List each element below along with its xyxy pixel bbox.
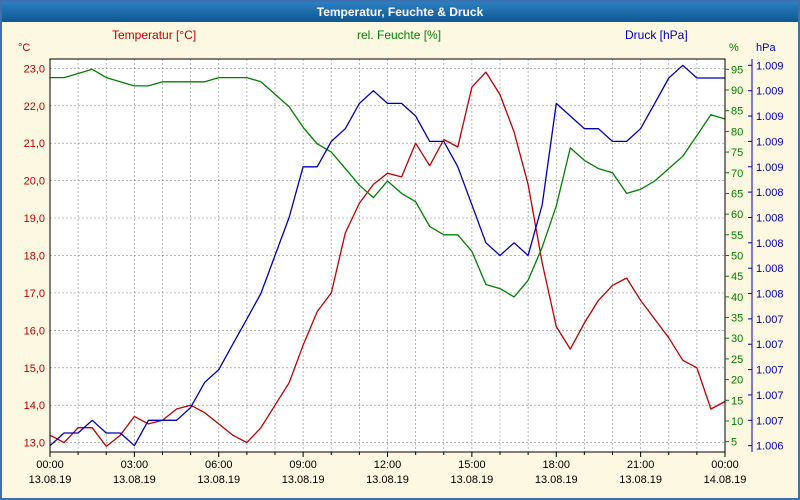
x-date-label: 13.08.19 (282, 474, 325, 486)
x-date-label: 13.08.19 (535, 474, 578, 486)
pressure-tick-label: 1.006 (756, 441, 784, 453)
x-time-label: 09:00 (289, 459, 317, 471)
x-time-label: 00:00 (711, 459, 739, 471)
temperature-axis-unit: °C (18, 42, 31, 54)
temperature-tick-label: 13,0 (24, 438, 45, 450)
temperature-tick-label: 20,0 (24, 176, 45, 188)
humidity-tick-label: 85 (731, 106, 743, 118)
x-date-label: 13.08.19 (619, 474, 662, 486)
humidity-tick-label: 45 (731, 271, 743, 283)
humidity-tick-label: 40 (731, 292, 743, 304)
humidity-tick-label: 30 (731, 333, 743, 345)
temperature-tick-label: 14,0 (24, 400, 45, 412)
x-date-label: 13.08.19 (450, 474, 493, 486)
x-time-label: 15:00 (458, 459, 486, 471)
pressure-tick-label: 1.007 (756, 390, 784, 402)
pressure-tick-label: 1.008 (756, 238, 784, 250)
humidity-tick-label: 10 (731, 416, 743, 428)
x-date-label: 14.08.19 (704, 474, 747, 486)
pressure-tick-label: 1.009 (756, 162, 784, 174)
humidity-axis-unit: % (729, 42, 739, 54)
humidity-tick-label: 65 (731, 188, 743, 200)
x-date-label: 13.08.19 (29, 474, 72, 486)
humidity-tick-label: 5 (731, 437, 737, 449)
legend-humidity: rel. Feuchte [%] (357, 28, 442, 42)
pressure-tick-label: 1.007 (756, 339, 784, 351)
humidity-tick-label: 70 (731, 168, 743, 180)
pressure-tick-label: 1.009 (756, 136, 784, 148)
x-time-label: 00:00 (36, 459, 64, 471)
temperature-tick-label: 16,0 (24, 325, 45, 337)
humidity-tick-label: 60 (731, 209, 743, 221)
humidity-tick-label: 20 (731, 375, 743, 387)
pressure-tick-label: 1.007 (756, 314, 784, 326)
x-time-label: 06:00 (205, 459, 233, 471)
window-title: Temperatur, Feuchte & Druck (316, 5, 484, 19)
pressure-tick-label: 1.008 (756, 187, 784, 199)
humidity-tick-label: 90 (731, 85, 743, 97)
pressure-tick-label: 1.007 (756, 415, 784, 427)
legend-pressure: Druck [hPa] (625, 28, 688, 42)
pressure-axis-unit: hPa (756, 42, 776, 54)
x-time-label: 21:00 (627, 459, 655, 471)
humidity-tick-label: 35 (731, 313, 743, 325)
x-date-label: 13.08.19 (366, 474, 409, 486)
temperature-tick-label: 15,0 (24, 363, 45, 375)
humidity-tick-label: 75 (731, 147, 743, 159)
humidity-tick-label: 80 (731, 126, 743, 138)
humidity-line (50, 68, 726, 298)
humidity-tick-label: 95 (731, 64, 743, 76)
pressure-tick-label: 1.008 (756, 212, 784, 224)
x-time-label: 18:00 (542, 459, 570, 471)
temperature-tick-label: 19,0 (24, 213, 45, 225)
x-date-label: 13.08.19 (113, 474, 156, 486)
pressure-tick-label: 1.009 (756, 60, 784, 72)
pressure-tick-label: 1.008 (756, 263, 784, 275)
temperature-tick-label: 17,0 (24, 288, 45, 300)
pressure-tick-label: 1.008 (756, 289, 784, 301)
x-time-label: 12:00 (374, 459, 402, 471)
pressure-tick-label: 1.007 (756, 365, 784, 377)
temperature-tick-label: 23,0 (24, 63, 45, 75)
humidity-tick-label: 50 (731, 251, 743, 263)
temperature-tick-label: 22,0 (24, 101, 45, 113)
window-titlebar: Temperatur, Feuchte & Druck (2, 2, 798, 22)
legend-temperature: Temperatur [°C] (112, 28, 197, 42)
humidity-tick-label: 25 (731, 354, 743, 366)
pressure-line (49, 64, 725, 447)
pressure-tick-label: 1.009 (756, 86, 784, 98)
x-time-label: 03:00 (121, 459, 149, 471)
temperature-tick-label: 18,0 (24, 251, 45, 263)
humidity-tick-label: 55 (731, 230, 743, 242)
x-date-label: 13.08.19 (197, 474, 240, 486)
humidity-tick-label: 15 (731, 395, 743, 407)
chart-legend: Temperatur [°C] rel. Feuchte [%] Druck [… (2, 28, 798, 44)
temperature-tick-label: 21,0 (24, 138, 45, 150)
pressure-tick-label: 1.009 (756, 111, 784, 123)
